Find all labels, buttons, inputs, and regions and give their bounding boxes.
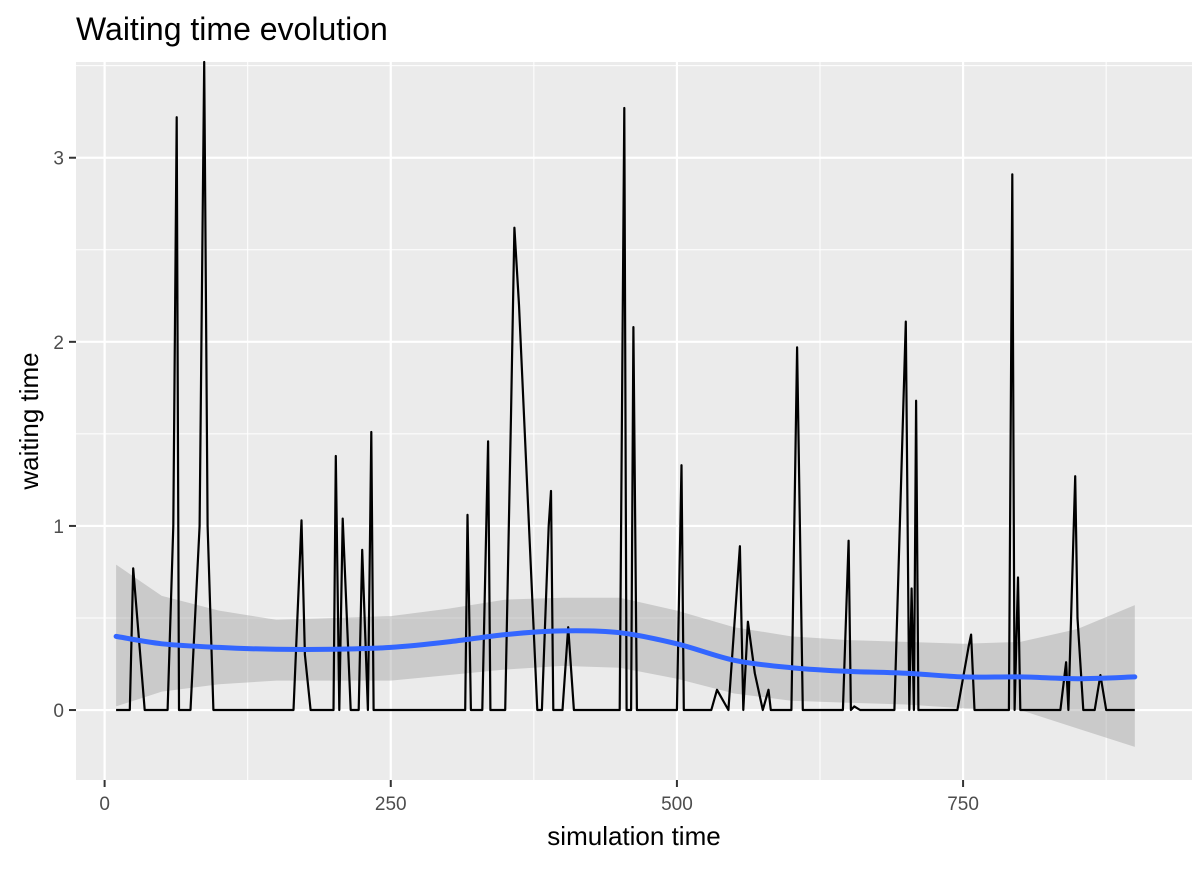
y-tick-label: 0 <box>53 701 64 722</box>
y-tick-label: 1 <box>53 517 64 538</box>
x-tick-label: 500 <box>661 794 693 815</box>
y-tick-label: 2 <box>53 333 64 354</box>
x-tick-label: 750 <box>947 794 979 815</box>
x-tick-label: 250 <box>375 794 407 815</box>
x-tick-label: 0 <box>99 794 110 815</box>
y-axis-ticks: 0 1 2 3 <box>53 149 76 722</box>
y-tick-label: 3 <box>53 149 64 170</box>
smoothed-trend-line <box>113 628 1138 682</box>
waiting-time-line <box>116 60 1135 712</box>
chart-title: Waiting time evolution <box>76 11 388 47</box>
x-axis-title: simulation time <box>547 821 720 851</box>
y-axis-title: waiting time <box>14 352 44 490</box>
x-axis-ticks: 0 250 500 750 <box>99 780 979 815</box>
